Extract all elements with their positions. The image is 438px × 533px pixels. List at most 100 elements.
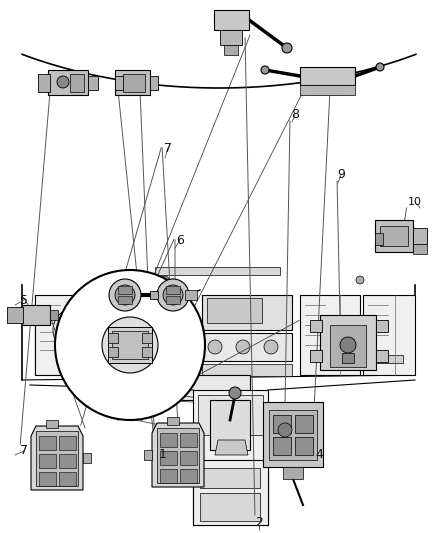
Text: 1: 1 <box>159 448 167 462</box>
Bar <box>38 74 50 92</box>
Circle shape <box>157 279 189 311</box>
Polygon shape <box>31 426 83 490</box>
Circle shape <box>55 270 205 420</box>
Bar <box>214 10 249 30</box>
Circle shape <box>376 63 384 71</box>
Bar <box>166 296 180 304</box>
Bar <box>202 295 292 330</box>
Bar <box>320 315 376 370</box>
Circle shape <box>208 340 222 354</box>
Text: 6: 6 <box>176 233 184 246</box>
Circle shape <box>53 308 97 352</box>
Bar <box>185 290 197 300</box>
Bar <box>330 325 366 367</box>
Bar <box>273 437 291 455</box>
Bar <box>376 320 388 332</box>
Bar <box>50 310 58 320</box>
Circle shape <box>102 317 158 373</box>
Circle shape <box>356 276 364 284</box>
Bar <box>283 467 303 479</box>
Bar <box>207 298 262 323</box>
Bar <box>70 74 84 92</box>
Bar <box>380 226 408 246</box>
Text: 7: 7 <box>164 141 172 155</box>
Circle shape <box>109 279 141 311</box>
Bar <box>115 76 123 90</box>
Bar <box>220 30 242 45</box>
Circle shape <box>57 76 69 88</box>
Bar <box>198 395 263 435</box>
Bar <box>413 228 427 244</box>
Bar <box>118 286 132 294</box>
Bar <box>59 436 76 450</box>
Bar <box>310 350 322 362</box>
Circle shape <box>163 285 183 305</box>
Bar <box>376 350 388 362</box>
Bar <box>108 327 152 363</box>
Bar <box>39 454 56 468</box>
Bar <box>166 286 180 294</box>
Bar <box>48 70 88 95</box>
Bar <box>150 76 158 90</box>
Bar <box>160 433 177 447</box>
Bar <box>180 433 197 447</box>
Bar <box>118 296 132 304</box>
Bar <box>142 333 152 343</box>
Text: 8: 8 <box>291 109 299 122</box>
Bar <box>157 428 199 483</box>
Bar <box>112 331 148 359</box>
Text: 4: 4 <box>315 448 323 462</box>
Bar <box>180 469 197 483</box>
Polygon shape <box>152 423 204 487</box>
Bar <box>363 295 415 375</box>
Bar <box>295 437 313 455</box>
Bar <box>150 291 158 299</box>
Bar <box>300 295 360 375</box>
Circle shape <box>278 423 292 437</box>
Circle shape <box>236 340 250 354</box>
Bar <box>180 451 197 465</box>
Bar <box>342 353 354 363</box>
Text: 2: 2 <box>255 515 263 529</box>
Text: 10: 10 <box>408 197 422 207</box>
Circle shape <box>261 66 269 74</box>
Bar <box>123 74 145 92</box>
Circle shape <box>115 285 135 305</box>
Circle shape <box>282 43 292 53</box>
Bar <box>263 402 323 467</box>
Bar <box>46 420 58 428</box>
Text: 9: 9 <box>337 168 345 182</box>
Bar <box>202 364 292 376</box>
Bar <box>160 451 177 465</box>
Bar <box>88 76 98 90</box>
Bar <box>193 460 268 525</box>
Bar <box>59 472 76 486</box>
Bar <box>310 320 322 332</box>
Bar <box>300 85 355 95</box>
Bar <box>160 469 177 483</box>
Bar <box>142 347 152 357</box>
Bar <box>202 333 292 361</box>
Bar <box>108 333 118 343</box>
Bar <box>144 450 152 460</box>
Bar <box>193 390 268 525</box>
Bar <box>115 70 150 95</box>
Text: 5: 5 <box>20 294 28 306</box>
Bar <box>83 453 91 463</box>
Bar <box>155 267 280 275</box>
Bar <box>210 400 250 450</box>
Bar <box>269 410 317 460</box>
Bar <box>39 472 56 486</box>
Text: 7: 7 <box>20 445 28 457</box>
Bar <box>167 417 179 425</box>
Bar <box>295 415 313 433</box>
Circle shape <box>264 340 278 354</box>
Bar <box>59 454 76 468</box>
Bar <box>375 220 413 252</box>
Circle shape <box>161 276 169 284</box>
Circle shape <box>229 387 241 399</box>
Bar <box>35 295 130 375</box>
Bar <box>7 307 23 323</box>
Bar <box>200 493 260 521</box>
Circle shape <box>340 337 356 353</box>
